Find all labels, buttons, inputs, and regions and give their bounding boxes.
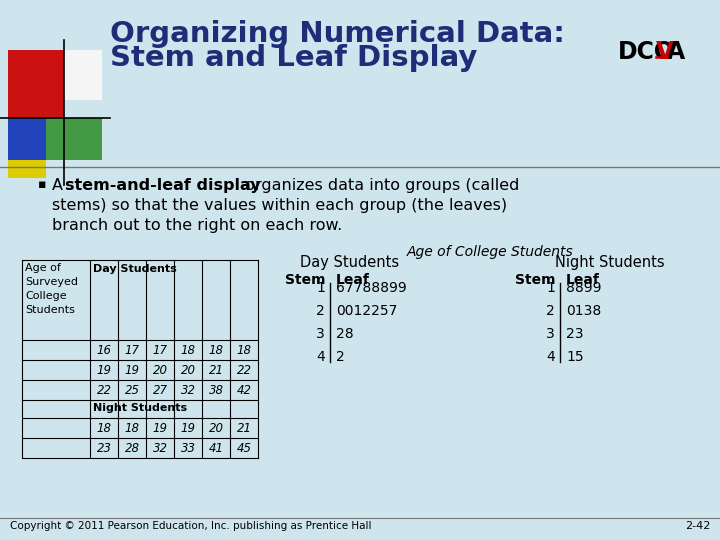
- Text: 21: 21: [236, 422, 251, 435]
- Text: 20: 20: [209, 422, 223, 435]
- Text: 18: 18: [181, 343, 196, 356]
- Text: 17: 17: [125, 343, 140, 356]
- Text: Leaf: Leaf: [336, 273, 370, 287]
- Text: 22: 22: [96, 383, 112, 396]
- Text: organizes data into groups (called: organizes data into groups (called: [240, 178, 519, 193]
- Text: branch out to the right on each row.: branch out to the right on each row.: [52, 218, 342, 233]
- Text: 2-42: 2-42: [685, 521, 710, 531]
- Text: 18: 18: [209, 343, 223, 356]
- Text: 19: 19: [96, 363, 112, 376]
- Text: 28: 28: [125, 442, 140, 455]
- Text: DCO: DCO: [618, 40, 675, 64]
- Text: 0012257: 0012257: [336, 304, 397, 318]
- Text: 20: 20: [181, 363, 196, 376]
- Text: 2: 2: [336, 350, 345, 364]
- Text: 32: 32: [153, 442, 168, 455]
- Text: 23: 23: [566, 327, 583, 341]
- Text: 8899: 8899: [566, 281, 601, 295]
- Text: 2: 2: [316, 304, 325, 318]
- Text: 1: 1: [316, 281, 325, 295]
- Text: 0138: 0138: [566, 304, 601, 318]
- Text: 1: 1: [546, 281, 555, 295]
- Text: 21: 21: [209, 363, 223, 376]
- Text: Night Students: Night Students: [93, 403, 187, 413]
- Text: 19: 19: [125, 363, 140, 376]
- Text: Leaf: Leaf: [566, 273, 600, 287]
- Text: Stem: Stem: [284, 273, 325, 287]
- Text: 19: 19: [181, 422, 196, 435]
- Text: 18: 18: [236, 343, 251, 356]
- Text: 18: 18: [96, 422, 112, 435]
- Text: A: A: [667, 40, 685, 64]
- Text: 2: 2: [546, 304, 555, 318]
- Text: 3: 3: [546, 327, 555, 341]
- Text: 20: 20: [153, 363, 168, 376]
- Text: stem-and-leaf display: stem-and-leaf display: [65, 178, 261, 193]
- Text: Copyright © 2011 Pearson Education, Inc. publishing as Prentice Hall: Copyright © 2011 Pearson Education, Inc.…: [10, 521, 372, 531]
- Text: 33: 33: [181, 442, 196, 455]
- Text: Stem: Stem: [515, 273, 555, 287]
- Text: ▪: ▪: [38, 178, 47, 191]
- Text: 41: 41: [209, 442, 223, 455]
- Text: 32: 32: [181, 383, 196, 396]
- Text: 4: 4: [316, 350, 325, 364]
- Text: 25: 25: [125, 383, 140, 396]
- Text: Age of College Students: Age of College Students: [407, 245, 573, 259]
- Text: 38: 38: [209, 383, 223, 396]
- Bar: [8, 118, 46, 160]
- Text: Age of
Surveyed
College
Students: Age of Surveyed College Students: [25, 263, 78, 315]
- Bar: [64, 50, 102, 100]
- Text: V: V: [656, 40, 674, 64]
- Text: 15: 15: [566, 350, 584, 364]
- Text: 18: 18: [125, 422, 140, 435]
- Bar: [8, 160, 46, 178]
- Text: 45: 45: [236, 442, 251, 455]
- Text: 19: 19: [153, 422, 168, 435]
- Text: 16: 16: [96, 343, 112, 356]
- Text: 23: 23: [96, 442, 112, 455]
- Text: Day Students: Day Students: [93, 264, 176, 274]
- Text: 28: 28: [336, 327, 354, 341]
- Bar: [8, 50, 64, 118]
- Text: 4: 4: [546, 350, 555, 364]
- Text: 22: 22: [236, 363, 251, 376]
- Text: 67788899: 67788899: [336, 281, 407, 295]
- Text: A: A: [52, 178, 68, 193]
- Text: Stem and Leaf Display: Stem and Leaf Display: [110, 44, 477, 72]
- Text: 42: 42: [236, 383, 251, 396]
- Text: Day Students: Day Students: [300, 255, 400, 270]
- Text: stems) so that the values within each group (the leaves): stems) so that the values within each gr…: [52, 198, 507, 213]
- Bar: [46, 118, 102, 160]
- Text: 3: 3: [316, 327, 325, 341]
- Text: 17: 17: [153, 343, 168, 356]
- Text: Organizing Numerical Data:: Organizing Numerical Data:: [110, 20, 565, 48]
- Text: Night Students: Night Students: [555, 255, 665, 270]
- Text: 27: 27: [153, 383, 168, 396]
